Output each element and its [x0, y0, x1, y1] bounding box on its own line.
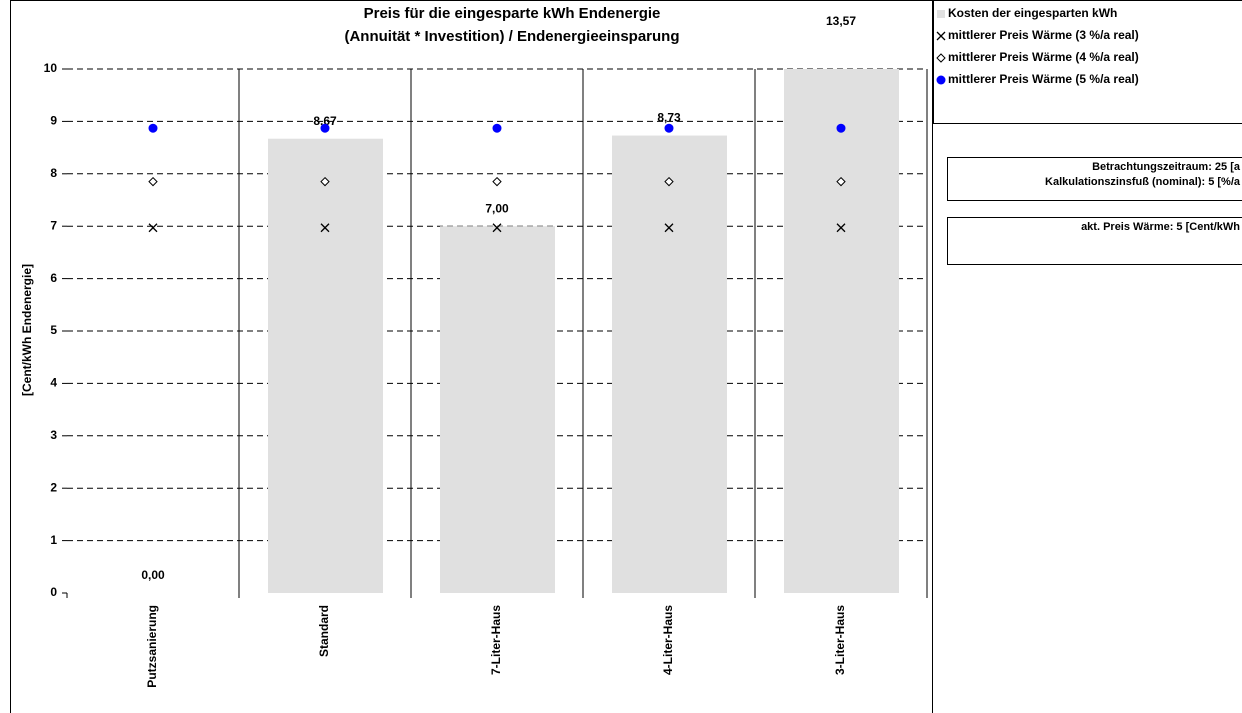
- legend-swatch: [937, 10, 945, 18]
- y-tick-label: 2: [50, 480, 57, 494]
- chart-subtitle: (Annuität * Investition) / Endenergieein…: [344, 28, 679, 45]
- info-text: Betrachtungszeitraum: 25 [a: [1092, 161, 1241, 173]
- circle-marker: [836, 123, 846, 133]
- x-marker: [492, 223, 502, 233]
- diamond-marker: [664, 176, 674, 187]
- y-tick-label: 6: [50, 271, 57, 285]
- info-box: [947, 217, 1242, 265]
- diamond-marker: [320, 176, 330, 187]
- legend-marker: [936, 31, 946, 41]
- info-text: Kalkulationszinsfuß (nominal): 5 [%/a: [1045, 176, 1241, 188]
- data-label: 0,00: [141, 568, 165, 582]
- data-label: 13,57: [826, 14, 856, 28]
- y-tick-label: 9: [50, 114, 57, 128]
- y-tick-label: 5: [50, 323, 57, 337]
- y-tick-label: 10: [44, 61, 58, 75]
- y-tick-label: 4: [50, 376, 57, 390]
- x-marker: [664, 223, 674, 233]
- x-tick-label: 4-Liter-Haus: [661, 605, 675, 675]
- y-axis-label: [Cent/kWh Endenergie]: [20, 264, 34, 396]
- y-tick-label: 1: [50, 533, 57, 547]
- x-marker: [836, 223, 846, 233]
- chart-title: Preis für die eingesparte kWh Endenergie: [364, 5, 661, 22]
- legend-label: mittlerer Preis Wärme (5 %/a real): [948, 72, 1139, 86]
- x-tick-label: 3-Liter-Haus: [833, 605, 847, 675]
- data-label: 8,73: [657, 111, 681, 125]
- circle-marker: [664, 123, 674, 133]
- legend-marker: [936, 75, 946, 85]
- chart-border: [10, 0, 933, 713]
- data-label: 7,00: [485, 201, 509, 215]
- circle-marker: [320, 123, 330, 133]
- x-tick-label: Putzsanierung: [145, 605, 159, 688]
- legend-marker: [936, 53, 946, 63]
- bar: [440, 226, 555, 593]
- bar: [784, 69, 899, 593]
- x-tick-label: 7-Liter-Haus: [489, 605, 503, 675]
- legend-box: [933, 0, 1242, 124]
- y-tick-label: 8: [50, 166, 57, 180]
- diamond-marker: [148, 176, 158, 187]
- circle-marker: [492, 123, 502, 133]
- x-marker: [148, 223, 158, 233]
- data-label: 8,67: [313, 114, 337, 128]
- diamond-marker: [836, 176, 846, 187]
- diamond-marker: [492, 176, 502, 187]
- info-text: akt. Preis Wärme: 5 [Cent/kWh: [1081, 221, 1240, 233]
- legend-label: mittlerer Preis Wärme (3 %/a real): [948, 28, 1139, 42]
- x-tick-label: Standard: [317, 605, 331, 657]
- legend-label: Kosten der eingesparten kWh: [948, 6, 1117, 20]
- y-tick-label: 0: [50, 585, 57, 599]
- y-tick-label: 3: [50, 428, 57, 442]
- bar: [268, 138, 383, 593]
- legend-label: mittlerer Preis Wärme (4 %/a real): [948, 50, 1139, 64]
- y-tick-label: 7: [50, 218, 57, 232]
- x-marker: [320, 223, 330, 233]
- bar: [612, 135, 727, 593]
- info-box: [947, 157, 1242, 201]
- circle-marker: [148, 123, 158, 133]
